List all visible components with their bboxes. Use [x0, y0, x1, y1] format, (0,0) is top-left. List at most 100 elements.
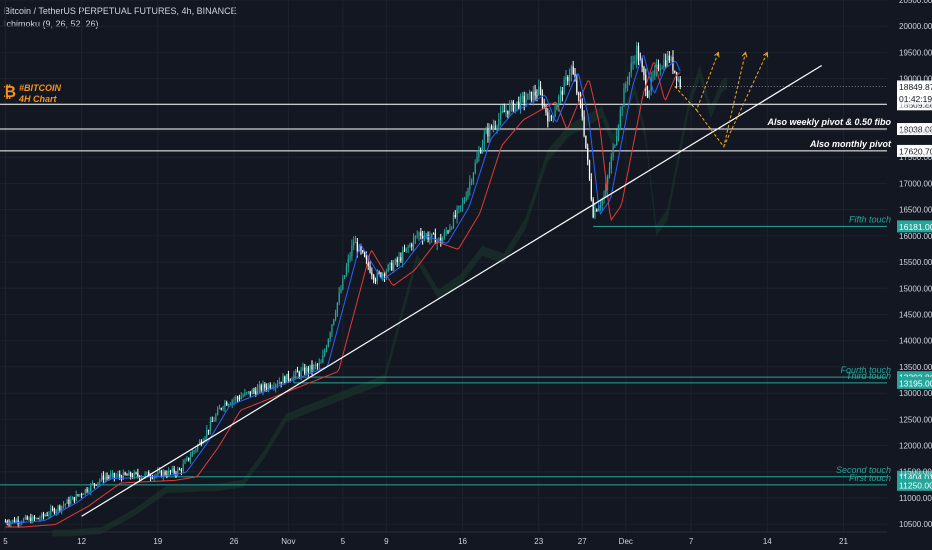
candle-body: [485, 129, 487, 134]
countdown-box: [897, 92, 932, 105]
candle-body: [218, 408, 221, 410]
candle-body: [619, 110, 621, 126]
candle-body: [322, 354, 324, 363]
candle-body: [53, 509, 56, 513]
candle-body: [99, 480, 101, 483]
candle-body: [463, 200, 465, 203]
candle-body: [59, 506, 61, 511]
candle-body: [171, 468, 173, 472]
candle-body: [654, 69, 656, 76]
level-annotation: Also weekly pivot & 0.50 fibo: [766, 117, 891, 127]
candle-body: [124, 472, 126, 475]
x-tick-label: Nov: [281, 537, 295, 546]
candle-body: [440, 237, 442, 244]
price-label: 13195.00: [899, 378, 932, 388]
horizontal-levels: Also weekly pivot & 0.50 fibo Also monthl…: [0, 85, 892, 486]
candle-body: [334, 313, 337, 320]
y-tick-label: 17500.00: [899, 153, 932, 162]
candle-body: [612, 146, 614, 157]
candle-body: [28, 517, 30, 520]
candle-body: [670, 56, 672, 61]
candle-body: [394, 259, 397, 264]
price-label-box: [897, 478, 932, 491]
candle-body: [356, 242, 358, 252]
candle-body: [111, 473, 114, 475]
candle-body: [316, 364, 319, 366]
candle-body: [285, 373, 288, 383]
candle-body: [122, 472, 124, 480]
indicator-label[interactable]: Ichimoku (9, 26, 52, 26): [4, 19, 99, 29]
candle-body: [62, 504, 65, 507]
candle-body: [302, 367, 304, 371]
candle-body: [162, 471, 164, 477]
candle-body: [382, 273, 384, 278]
candle-body: [97, 482, 99, 486]
candle-body: [242, 395, 244, 397]
candle-body: [514, 104, 516, 111]
candle-body: [456, 208, 458, 217]
candle-body: [458, 206, 460, 209]
candle-body: [304, 367, 306, 374]
candle-body: [32, 516, 34, 523]
trendline: [81, 65, 823, 517]
candle-body: [309, 364, 311, 372]
candle-body: [211, 421, 213, 423]
candle-body: [325, 346, 328, 351]
candle-body: [597, 207, 600, 212]
candle-body: [534, 91, 536, 96]
candle-body: [561, 90, 563, 95]
candle-body: [590, 179, 592, 200]
candle-body: [186, 457, 188, 461]
candle-body: [373, 275, 375, 280]
candle-body: [659, 68, 661, 70]
candle-body: [576, 80, 578, 94]
candle-body: [588, 160, 591, 180]
candle-body: [336, 302, 339, 314]
candle-body: [529, 91, 531, 94]
y-tick-label: 15000.00: [899, 284, 932, 293]
candle-body: [365, 256, 368, 260]
candle-body: [418, 232, 420, 236]
candle-body: [637, 46, 640, 60]
candle-body: [628, 72, 631, 82]
candle-body: [37, 518, 39, 520]
candle-body: [102, 475, 105, 480]
candle-body: [512, 101, 514, 111]
candle-body: [621, 106, 623, 111]
candle-body: [110, 474, 112, 478]
candle-body: [422, 235, 424, 239]
candle-body: [478, 151, 480, 158]
candle-body: [340, 288, 342, 293]
candle-body: [398, 257, 400, 262]
y-tick-label: 16000.00: [899, 232, 932, 241]
candle-body: [579, 94, 582, 105]
candle-body: [643, 67, 645, 75]
candle-body: [30, 517, 32, 523]
candle-body: [583, 116, 585, 136]
candle-body: [641, 60, 643, 68]
candle-body: [298, 372, 300, 377]
candle-body: [255, 391, 257, 395]
current-price-label: 18849.87: [899, 82, 932, 92]
candle-body: [204, 437, 206, 442]
candle-body: [443, 232, 446, 239]
candle-body: [648, 90, 651, 98]
y-tick-label: 16500.00: [899, 206, 932, 215]
y-tick-label: 15500.00: [899, 258, 932, 267]
candle-body: [233, 399, 235, 401]
candle-body: [556, 105, 558, 111]
candle-body: [226, 402, 228, 406]
candle-body: [338, 292, 340, 303]
candle-body: [389, 262, 391, 266]
candle-body: [320, 362, 322, 364]
candle-body: [256, 388, 259, 395]
candle-body: [392, 263, 395, 271]
candle-body: [349, 256, 351, 259]
candle-body: [344, 275, 346, 279]
candle-body: [133, 472, 135, 478]
candle-body: [307, 367, 309, 372]
candle-body: [596, 209, 598, 212]
candle-body: [603, 195, 605, 200]
candle-body: [490, 126, 493, 129]
